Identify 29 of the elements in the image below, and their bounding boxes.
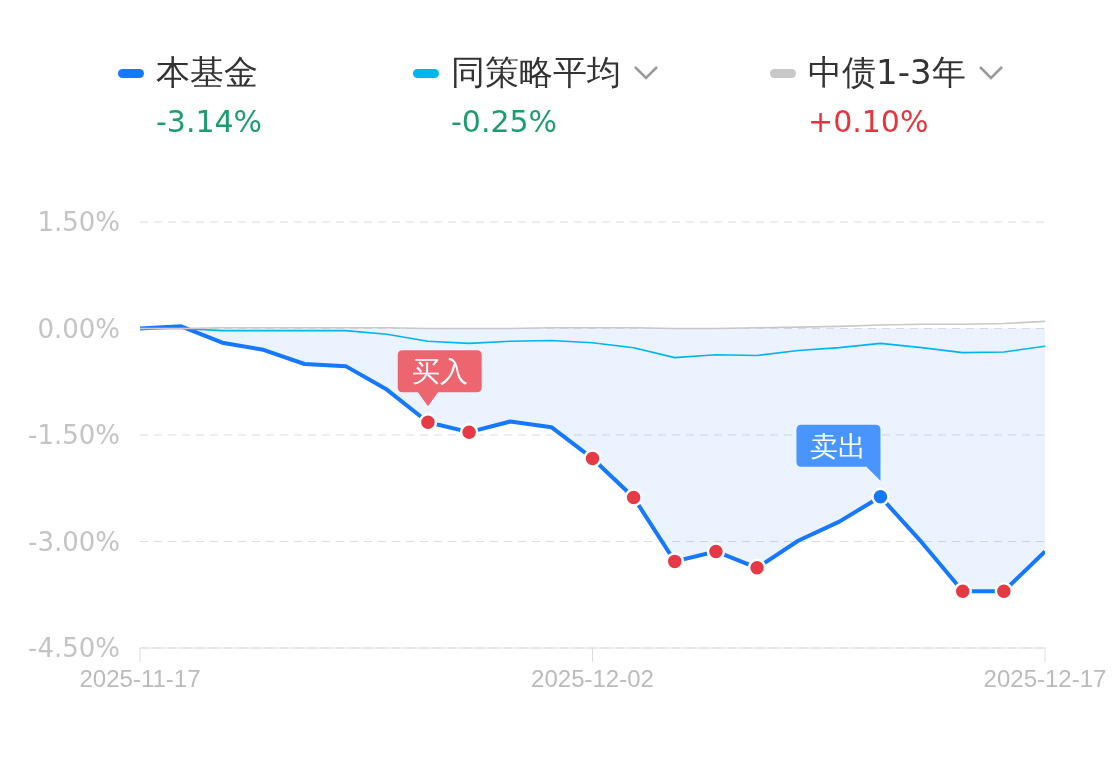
point <box>665 552 685 571</box>
point <box>459 422 479 442</box>
y-tick-label: -3.00% <box>28 526 120 557</box>
callout-box: 买入 <box>397 350 482 407</box>
point <box>953 581 972 601</box>
annotation: 卖出 <box>810 429 867 463</box>
annotation: 买入 <box>411 355 468 389</box>
x-tick-label: 2025-12-02 <box>531 665 654 693</box>
legend-label: 同策略平均 <box>451 51 621 94</box>
legend-label: 本基金 <box>156 51 258 94</box>
point <box>418 412 438 432</box>
y-tick-label: -1.50% <box>28 420 120 451</box>
point <box>706 542 726 561</box>
point <box>747 558 767 578</box>
y-tick-label: 0.00% <box>37 313 120 344</box>
x-tick-label: 2025-12-17 <box>983 665 1107 693</box>
legend-label: 中债1-3年 <box>808 51 966 94</box>
text: +0.10% <box>808 104 930 139</box>
y-tick-label: 1.50% <box>37 207 120 238</box>
point <box>583 449 602 468</box>
text: -0.25% <box>451 104 559 139</box>
text: -3.14% <box>156 104 263 139</box>
point <box>871 487 890 507</box>
y-tick-label: -4.50% <box>28 633 120 664</box>
point <box>624 488 643 507</box>
x-tick-label: 2025-11-17 <box>79 665 201 693</box>
line-series <box>140 320 1045 330</box>
callout-box: 卖出 <box>796 424 881 481</box>
point <box>994 581 1014 601</box>
